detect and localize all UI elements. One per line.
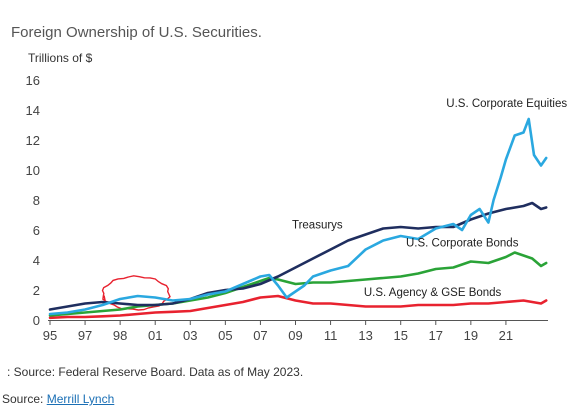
- chart-title: Foreign Ownership of U.S. Securities.: [11, 24, 262, 41]
- x-tick-label: 03: [183, 328, 197, 343]
- series-label-treasurys: Treasurys: [292, 220, 343, 232]
- y-tick-label: 10: [26, 163, 40, 178]
- x-tick-label: 95: [43, 328, 57, 343]
- y-tick-label: 14: [26, 103, 40, 118]
- series-line-u-s-corporate-equities: [48, 117, 548, 316]
- y-tick-label: 16: [26, 73, 40, 88]
- series-label-u-s-corporate-equities: U.S. Corporate Equities: [446, 98, 567, 110]
- merrill-lynch-link[interactable]: Merrill Lynch: [46, 392, 115, 406]
- y-axis-ticks: 0 2 4 6 8 10 12 14 16: [26, 73, 40, 328]
- series-lines: [48, 117, 548, 320]
- x-tick-label: 01: [148, 328, 162, 343]
- source-credit-prefix: Source:: [2, 392, 47, 406]
- y-tick-label: 0: [33, 313, 40, 328]
- foreign-ownership-chart: Foreign Ownership of U.S. Securities. Tr…: [7, 24, 567, 379]
- x-tick-label: 15: [393, 328, 407, 343]
- x-tick-label: 05: [218, 328, 232, 343]
- x-tick-label: 21: [499, 328, 513, 343]
- x-tick-label: 11: [324, 328, 338, 343]
- series-line-u-s-agency-and-gse-bonds: [48, 294, 548, 320]
- y-tick-label: 12: [26, 133, 40, 148]
- y-tick-label: 6: [33, 223, 40, 238]
- y-tick-label: 4: [33, 253, 40, 268]
- x-tick-label: 98: [113, 328, 127, 343]
- x-axis: 95 97 98 01 03 05 07 09 11 13 15 17 19 21: [43, 320, 548, 343]
- series-line-u-s-corporate-bonds: [48, 251, 548, 317]
- series-label-u-s-corporate-bonds: U.S. Corporate Bonds: [406, 238, 519, 250]
- x-tick-label: 09: [288, 328, 302, 343]
- y-axis-label: Trillions of $: [28, 51, 93, 65]
- source-note: : Source: Federal Reserve Board. Data as…: [7, 365, 303, 379]
- series-labels: U.S. Corporate Equities Treasurys U.S. Cor…: [292, 98, 567, 299]
- series-line-treasurys: [48, 201, 548, 311]
- x-tick-label: 07: [253, 328, 267, 343]
- x-tick-label: 17: [429, 328, 443, 343]
- source-credit: Source: Merrill Lynch: [2, 392, 114, 406]
- x-tick-label: 19: [464, 328, 478, 343]
- x-tick-label: 13: [358, 328, 372, 343]
- x-tick-label: 97: [78, 328, 92, 343]
- series-label-u-s-agency-and-gse-bonds: U.S. Agency & GSE Bonds: [364, 287, 502, 299]
- y-tick-label: 2: [33, 283, 40, 298]
- y-tick-label: 8: [33, 193, 40, 208]
